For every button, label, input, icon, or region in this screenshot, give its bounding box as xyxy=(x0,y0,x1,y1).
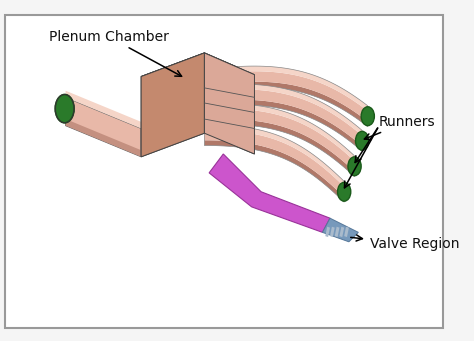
Ellipse shape xyxy=(356,131,369,150)
Polygon shape xyxy=(219,66,368,111)
Polygon shape xyxy=(141,53,255,98)
Polygon shape xyxy=(214,100,362,151)
FancyBboxPatch shape xyxy=(5,15,443,328)
Ellipse shape xyxy=(55,94,74,123)
Polygon shape xyxy=(209,154,330,232)
Polygon shape xyxy=(322,218,358,242)
Polygon shape xyxy=(204,140,344,202)
Polygon shape xyxy=(219,71,368,121)
Polygon shape xyxy=(204,53,255,154)
Polygon shape xyxy=(141,53,255,98)
Polygon shape xyxy=(204,53,255,154)
Polygon shape xyxy=(204,125,344,187)
Polygon shape xyxy=(65,119,141,157)
Polygon shape xyxy=(141,53,204,157)
Polygon shape xyxy=(65,97,141,157)
Polygon shape xyxy=(209,109,355,172)
Text: Runners: Runners xyxy=(365,115,436,139)
Polygon shape xyxy=(219,81,368,127)
Polygon shape xyxy=(339,227,344,237)
Polygon shape xyxy=(330,227,335,237)
Polygon shape xyxy=(141,53,204,157)
Text: Valve Region: Valve Region xyxy=(351,235,459,251)
Ellipse shape xyxy=(337,182,351,201)
Polygon shape xyxy=(65,91,141,129)
Polygon shape xyxy=(209,119,355,177)
Polygon shape xyxy=(325,227,330,237)
Polygon shape xyxy=(204,130,344,197)
Polygon shape xyxy=(335,227,339,237)
Ellipse shape xyxy=(361,107,374,125)
Polygon shape xyxy=(209,104,355,161)
Polygon shape xyxy=(214,84,362,136)
Ellipse shape xyxy=(348,157,361,176)
Text: Plenum Chamber: Plenum Chamber xyxy=(49,30,182,76)
Polygon shape xyxy=(344,227,349,237)
Polygon shape xyxy=(214,89,362,146)
